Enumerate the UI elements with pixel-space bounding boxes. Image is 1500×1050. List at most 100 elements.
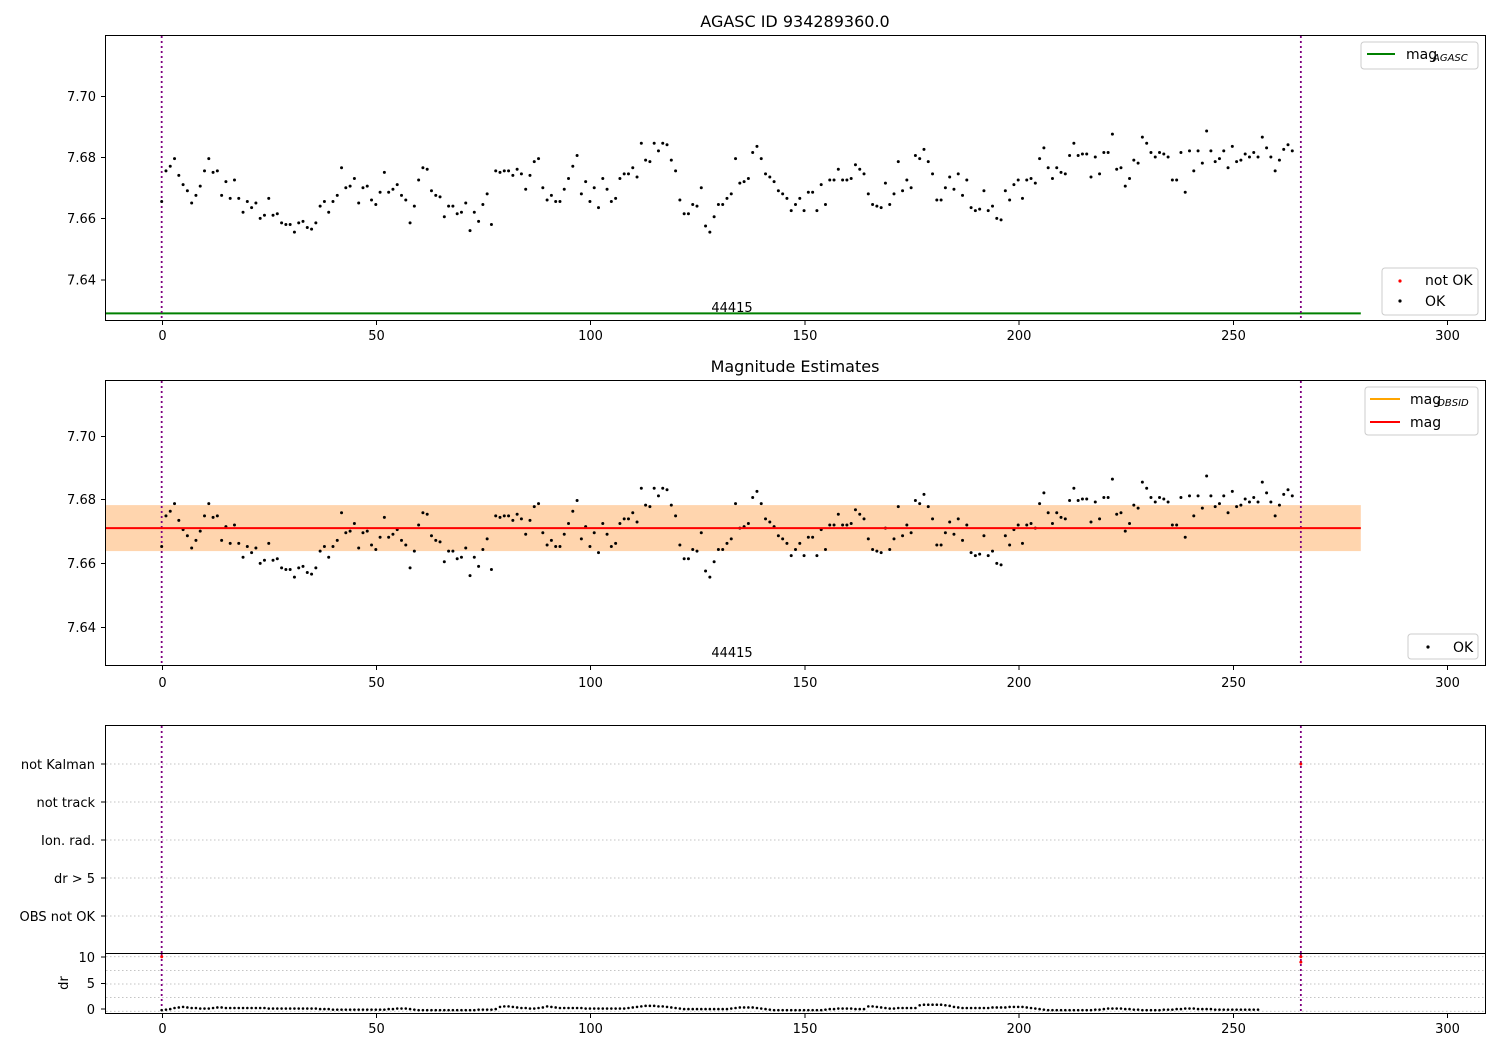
ok-point: [331, 199, 335, 203]
panel-agasc: AGASC ID 934289360.0 7.64 7.66 7.68 7.70…: [67, 12, 1486, 344]
dr-point: [909, 1006, 913, 1010]
ok-point: [746, 522, 750, 525]
ok-point: [537, 502, 541, 506]
ok-point: [190, 546, 194, 550]
ok-point: [477, 564, 481, 568]
dr-point: [314, 1007, 318, 1010]
dr-point: [1132, 1008, 1136, 1011]
ok-point: [1038, 502, 1042, 506]
ok-point: [562, 187, 566, 191]
ok-point: [819, 183, 823, 187]
dr-point: [1243, 1008, 1247, 1011]
dr-point: [1222, 1008, 1226, 1011]
dr-point: [1196, 1007, 1200, 1011]
ok-point: [1217, 502, 1221, 506]
ok-point: [1226, 511, 1230, 515]
panel2-legend-top: mag OBSID mag: [1364, 386, 1479, 436]
dr-point: [233, 1006, 236, 1010]
ok-point: [507, 169, 511, 173]
dr-point: [944, 1003, 947, 1007]
ok-point: [635, 175, 639, 179]
panel1-yticks: 7.64 7.66 7.68 7.70: [67, 90, 105, 289]
ok-point: [579, 537, 583, 541]
dr-point: [991, 1006, 994, 1009]
dr-point: [841, 1007, 844, 1010]
ok-point: [918, 502, 922, 506]
ok-point: [318, 549, 322, 553]
ok-point: [798, 541, 802, 545]
ok-point: [841, 523, 845, 527]
p1-ytick-766: 7.66: [67, 212, 96, 227]
ok-point: [1080, 152, 1084, 156]
ok-point: [601, 522, 605, 525]
ok-point: [1072, 141, 1076, 145]
ok-point: [567, 522, 571, 525]
dr-point: [1111, 1007, 1114, 1010]
dr-point: [695, 1007, 699, 1011]
ok-point: [1016, 178, 1020, 182]
dr-point: [1192, 1007, 1196, 1010]
ok-point: [181, 183, 185, 187]
ok-point: [1046, 166, 1050, 170]
dr-point: [447, 1008, 450, 1012]
ok-point: [1145, 486, 1149, 490]
ok-point: [331, 544, 335, 548]
ok-point: [614, 196, 618, 200]
ok-point: [806, 535, 810, 539]
ok-point: [1166, 500, 1170, 504]
dr-point: [1248, 1008, 1251, 1011]
ok-point: [716, 203, 720, 207]
ok-point: [1179, 150, 1183, 154]
ok-point: [250, 206, 254, 210]
ok-point: [832, 523, 836, 527]
dr-point: [361, 1008, 365, 1011]
dr-point: [211, 1006, 215, 1010]
ok-point: [271, 558, 275, 562]
ok-point: [267, 541, 271, 545]
dr-point: [1205, 1007, 1208, 1011]
ok-point: [991, 204, 994, 208]
dr-point: [1029, 1006, 1033, 1010]
ok-point: [1123, 184, 1127, 188]
dr-point: [383, 1008, 386, 1011]
ok-point: [254, 546, 258, 550]
ok-point: [1217, 157, 1221, 161]
ok-point: [387, 190, 391, 194]
dr-point: [1059, 1008, 1063, 1012]
ok-point: [729, 192, 733, 196]
ok-point: [258, 216, 262, 220]
ok-point: [661, 141, 665, 145]
ok-point: [909, 186, 913, 190]
ok-point: [451, 549, 455, 553]
ok-point: [622, 172, 626, 176]
dr-point: [635, 1005, 639, 1009]
ok-point: [318, 204, 322, 208]
ok-point: [275, 212, 279, 216]
dr-point: [807, 1008, 810, 1012]
ok-point: [883, 181, 887, 185]
ok-point: [781, 537, 785, 541]
ok-point: [532, 505, 536, 509]
ok-point: [652, 141, 656, 145]
ok-point: [1205, 474, 1209, 478]
ok-point: [190, 201, 194, 205]
ok-point: [567, 177, 571, 180]
ok-point: [232, 523, 236, 527]
dr-point: [601, 1007, 605, 1010]
ok-point: [755, 144, 759, 148]
dr-point: [263, 1006, 266, 1010]
dr-point: [914, 1006, 917, 1010]
ok-point: [262, 213, 266, 217]
ok-point: [943, 186, 947, 190]
ok-point: [1136, 161, 1140, 165]
ok-point: [549, 538, 553, 542]
dr-point: [1128, 1007, 1131, 1011]
ok-point: [417, 523, 421, 527]
ok-point: [991, 549, 994, 553]
dr-point: [417, 1008, 420, 1012]
ok-point: [695, 204, 699, 208]
ok-point: [888, 203, 892, 207]
ok-point: [956, 172, 960, 176]
dr-point: [1046, 1008, 1050, 1012]
ok-point: [220, 538, 224, 542]
